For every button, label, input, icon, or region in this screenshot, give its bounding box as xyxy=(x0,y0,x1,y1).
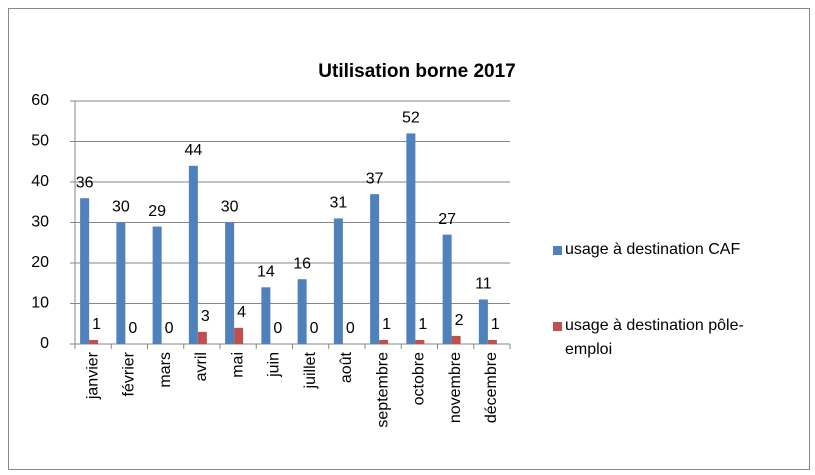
y-tick-label: 20 xyxy=(31,254,49,271)
data-label: 1 xyxy=(92,316,101,333)
legend-label: usage à destination pôle-emploi xyxy=(565,317,744,358)
legend-item: usage à destination pôle-emploi xyxy=(553,314,763,362)
legend-swatch xyxy=(553,246,562,255)
data-label: 1 xyxy=(491,316,500,333)
y-tick-label: 50 xyxy=(31,133,49,150)
data-label: 30 xyxy=(221,199,239,216)
data-label: 4 xyxy=(237,304,246,321)
bar xyxy=(406,133,416,344)
y-tick-label: 60 xyxy=(31,92,49,109)
bar xyxy=(333,218,343,344)
x-tick-label: janvier xyxy=(84,351,101,400)
bar xyxy=(89,339,99,344)
data-label: 31 xyxy=(329,195,347,212)
data-label: 52 xyxy=(402,110,420,127)
y-tick-label: 30 xyxy=(31,214,49,231)
bar xyxy=(415,339,425,344)
data-label: 16 xyxy=(293,255,311,272)
bar xyxy=(234,327,244,344)
x-tick-label: juin xyxy=(266,352,283,378)
data-label: 0 xyxy=(346,320,355,337)
data-label: 14 xyxy=(257,264,275,281)
y-tick-label: 0 xyxy=(40,335,49,352)
bar xyxy=(297,279,307,344)
x-tick-label: septembre xyxy=(374,352,391,428)
bar xyxy=(261,287,271,344)
bar xyxy=(80,198,90,344)
bar xyxy=(379,339,389,344)
legend-label: usage à destination CAF xyxy=(565,241,741,258)
data-label: 36 xyxy=(76,174,94,191)
legend-item: usage à destination CAF xyxy=(553,238,793,262)
x-tick-label: mai xyxy=(229,352,246,378)
y-tick-label: 40 xyxy=(31,173,49,190)
data-label: 27 xyxy=(438,211,456,228)
data-label: 11 xyxy=(475,276,492,293)
x-tick-label: novembre xyxy=(447,352,464,423)
data-label: 3 xyxy=(201,308,210,325)
x-tick-label: décembre xyxy=(483,352,500,423)
x-tick-label: mars xyxy=(157,352,174,388)
y-tick-label: 10 xyxy=(31,295,49,312)
chart-border xyxy=(8,8,810,470)
data-label: 44 xyxy=(184,142,202,159)
data-label: 1 xyxy=(418,316,427,333)
bar xyxy=(487,339,497,344)
x-tick-label: février xyxy=(121,351,138,396)
bar xyxy=(370,194,380,344)
data-label: 0 xyxy=(165,320,174,337)
data-label: 1 xyxy=(382,316,391,333)
bar xyxy=(188,165,198,344)
x-tick-label: août xyxy=(338,351,355,383)
data-label: 0 xyxy=(273,320,282,337)
bar xyxy=(225,222,235,344)
bar xyxy=(451,335,461,344)
data-label: 29 xyxy=(148,203,166,220)
data-label: 2 xyxy=(455,312,464,329)
data-label: 0 xyxy=(310,320,319,337)
bar xyxy=(478,299,488,344)
bar xyxy=(197,331,207,344)
data-label: 0 xyxy=(128,320,137,337)
x-tick-label: juillet xyxy=(302,351,319,389)
legend-swatch xyxy=(553,322,562,331)
data-label: 30 xyxy=(112,199,130,216)
bar xyxy=(152,226,162,344)
bar xyxy=(442,234,452,344)
x-tick-label: octobre xyxy=(411,352,428,405)
chart-title: Utilisation borne 2017 xyxy=(318,61,515,82)
x-tick-label: avril xyxy=(193,352,210,381)
data-label: 37 xyxy=(366,170,384,187)
bar xyxy=(116,222,126,344)
